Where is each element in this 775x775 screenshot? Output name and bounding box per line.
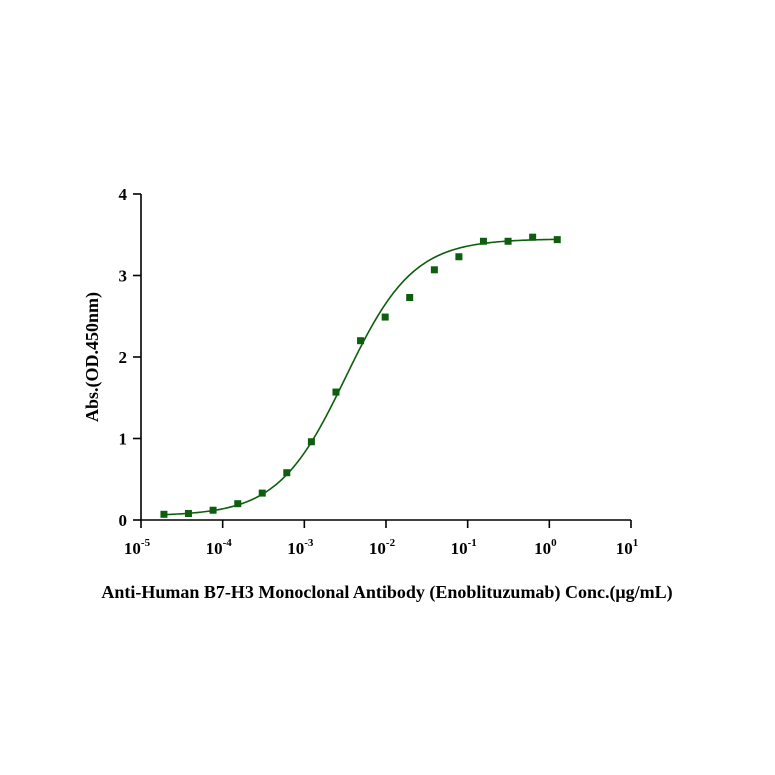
data-point <box>332 388 340 396</box>
y-tick-label: 1 <box>119 430 128 449</box>
data-point <box>209 506 217 514</box>
y-tick-label: 3 <box>119 267 128 286</box>
data-point <box>234 500 242 508</box>
data-point <box>406 294 414 301</box>
data-point <box>307 438 315 446</box>
x-tick-label: 10-3 <box>287 537 314 558</box>
y-axis-title: Abs.(OD.450nm) <box>82 292 103 422</box>
data-point <box>430 266 438 274</box>
x-axis-title: Anti-Human B7-H3 Monoclonal Antibody (En… <box>101 582 672 603</box>
data-point <box>357 337 365 345</box>
x-tick-label: 10-2 <box>369 537 396 558</box>
data-point <box>283 469 291 477</box>
data-point <box>381 313 389 321</box>
data-point <box>160 510 168 518</box>
data-points <box>160 233 561 518</box>
data-point <box>553 236 561 244</box>
x-tick-label: 101 <box>616 537 639 558</box>
data-point <box>479 237 487 245</box>
ticks: 0 1 2 3 4 10-5 10-4 10-3 10-2 10-1 100 101 <box>119 185 639 558</box>
y-tick-label: 0 <box>119 511 128 530</box>
y-tick-label: 2 <box>119 348 128 367</box>
x-tick-label: 10-5 <box>124 537 151 558</box>
data-point <box>529 233 537 241</box>
fit-curve-layer <box>163 238 558 516</box>
data-point <box>258 489 266 497</box>
data-point <box>455 253 463 261</box>
x-tick-label: 100 <box>534 537 557 558</box>
data-point <box>184 509 192 517</box>
fit-curve <box>163 238 558 516</box>
y-tick-label: 4 <box>119 185 128 204</box>
x-tick-label: 10-4 <box>206 537 233 558</box>
x-tick-label: 10-1 <box>451 537 477 558</box>
data-point <box>504 237 512 245</box>
